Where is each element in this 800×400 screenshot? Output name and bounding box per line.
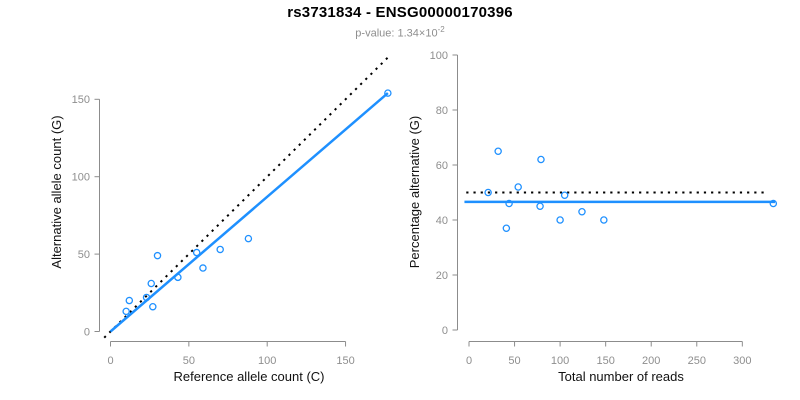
y-tick-label: 0 [84, 326, 90, 338]
data-point [174, 273, 182, 282]
left-y-axis-title: Alternative allele count (G) [49, 115, 64, 268]
data-point [122, 307, 130, 316]
y-tick-label: 100 [430, 50, 448, 62]
right-y-axis-title: Percentage alternative (G) [407, 116, 422, 268]
identity-line [103, 55, 391, 339]
chart-subtitle: p-value: 1.34×10-2 [0, 25, 800, 40]
y-tick-label: 150 [72, 94, 90, 106]
y-tick-label: 40 [436, 215, 448, 227]
x-tick-label: 150 [596, 355, 614, 367]
data-point [244, 234, 253, 243]
data-point [514, 183, 522, 191]
data-point [216, 245, 224, 254]
pvalue-text: p-value: 1.34×10 [355, 27, 438, 40]
y-tick-label: 50 [78, 249, 90, 261]
x-tick-label: 50 [183, 355, 195, 367]
y-tick-label: 80 [436, 105, 448, 117]
x-tick-label: 0 [466, 355, 472, 367]
y-tick-label: 100 [72, 172, 90, 184]
right-x-axis-title: Total number of reads [558, 369, 684, 384]
left-x-axis-title: Reference allele count (C) [173, 369, 324, 384]
plot-left: 0 50 100 150 0 50 100 150 [72, 55, 392, 367]
data-point [505, 199, 513, 208]
y-tick-label: 20 [436, 270, 448, 282]
x-tick-label: 100 [258, 355, 276, 367]
data-point [125, 296, 134, 305]
data-point [149, 302, 157, 311]
data-point [560, 191, 569, 199]
data-point [199, 264, 207, 272]
data-point [578, 207, 586, 216]
data-point [384, 89, 392, 97]
x-tick-label: 0 [107, 355, 113, 367]
data-point [600, 216, 608, 224]
data-point [537, 155, 545, 164]
x-tick-label: 50 [508, 355, 520, 367]
x-tick-label: 200 [642, 355, 660, 367]
data-point [502, 224, 511, 232]
chart-header: rs3731834 - ENSG00000170396 p-value: 1.3… [0, 4, 800, 40]
data-point [769, 199, 778, 208]
chart-title: rs3731834 - ENSG00000170396 [287, 4, 513, 21]
x-tick-label: 150 [336, 355, 354, 367]
data-point [192, 248, 201, 257]
data-point [556, 216, 564, 224]
data-point [536, 202, 544, 210]
x-tick-label: 300 [733, 355, 751, 367]
y-tick-label: 0 [442, 325, 448, 337]
data-point [147, 279, 155, 288]
data-point [142, 293, 151, 302]
data-point [484, 188, 492, 197]
y-tick-label: 60 [436, 160, 448, 172]
data-point [153, 251, 162, 260]
data-point [494, 147, 502, 155]
x-tick-label: 100 [551, 355, 569, 367]
pvalue-exponent: -2 [437, 25, 445, 34]
plot-right: 0 20 40 60 80 100 0 50 100 150 200 250 300 [430, 50, 778, 367]
regression-line [109, 92, 389, 333]
x-tick-label: 250 [688, 355, 706, 367]
